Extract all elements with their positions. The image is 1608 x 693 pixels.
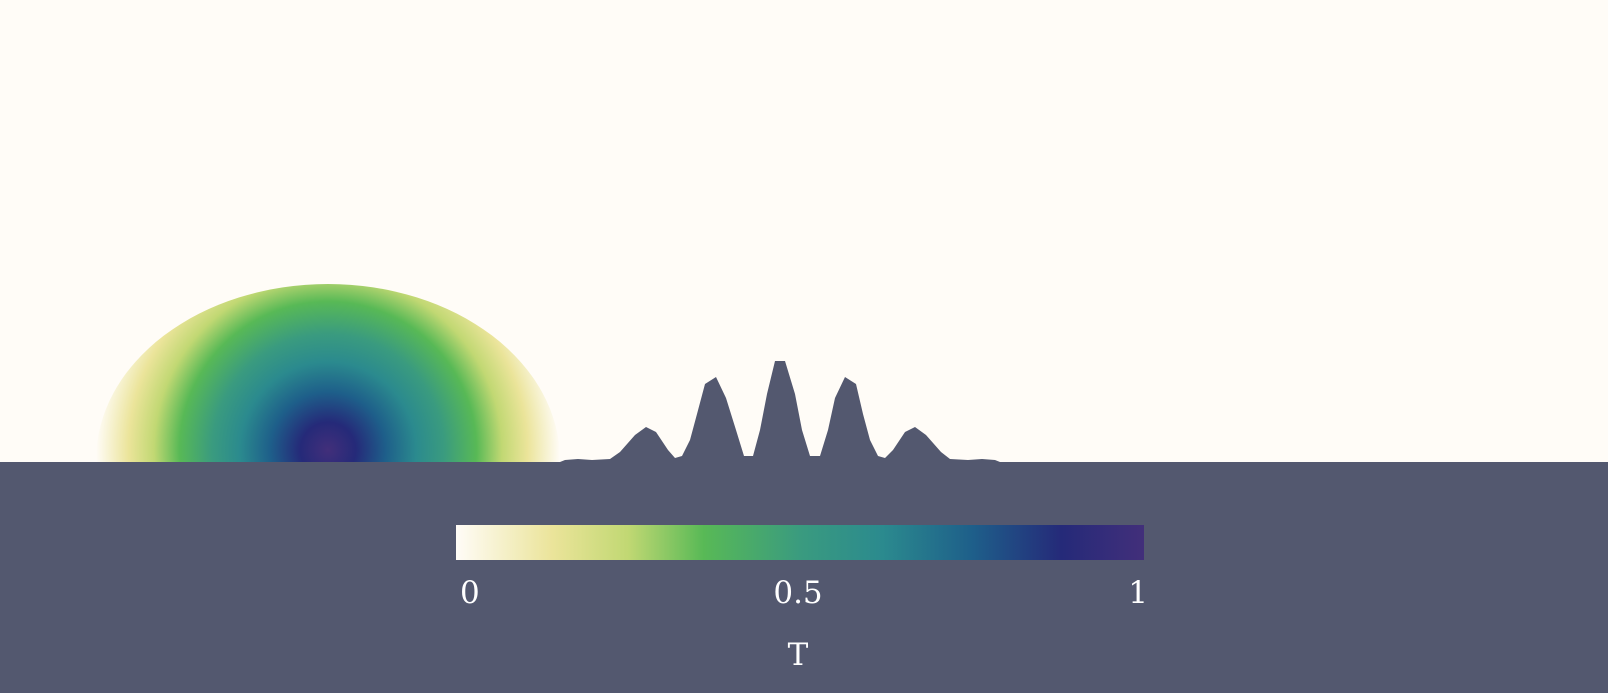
colorbar-title: T	[787, 637, 809, 673]
colorbar	[456, 525, 1144, 560]
temperature-field-blob	[96, 284, 560, 462]
colorbar-tick-max: 1	[1128, 575, 1148, 611]
colorbar-tick-mid: 0.5	[773, 575, 823, 611]
colorbar-tick-0: 0	[460, 575, 480, 611]
